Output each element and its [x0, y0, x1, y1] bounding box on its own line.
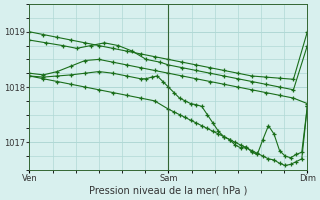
X-axis label: Pression niveau de la mer( hPa ): Pression niveau de la mer( hPa ): [89, 186, 248, 196]
